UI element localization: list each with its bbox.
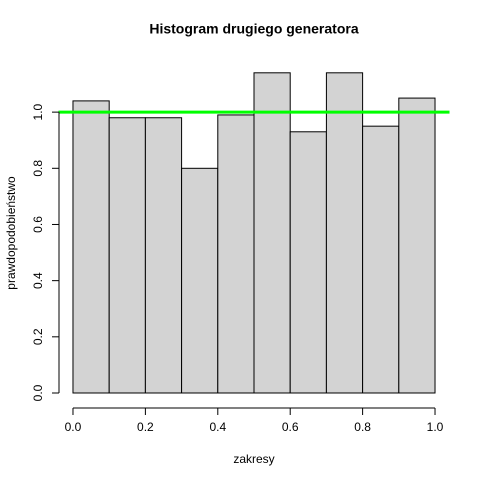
bar	[325, 72, 364, 394]
bar	[181, 167, 219, 394]
y-tick-label: 1.0	[31, 103, 45, 120]
y-tick-label: 0.8	[31, 160, 45, 177]
x-axis-label: zakresy	[233, 452, 274, 466]
x-tick-label: 1.0	[427, 420, 444, 434]
bar	[289, 131, 327, 394]
y-tick-label: 0.0	[31, 384, 45, 401]
y-tick-label: 0.2	[31, 328, 45, 345]
bar	[362, 125, 400, 394]
x-tick-label: 0.0	[65, 420, 82, 434]
bar	[253, 72, 291, 394]
x-tick-label: 0.4	[209, 420, 226, 434]
y-tick-label: 0.6	[31, 216, 45, 233]
x-tick-label: 0.8	[354, 420, 371, 434]
y-axis-label: prawdopodobieństwo	[4, 176, 18, 290]
chart-title: Histogram drugiego generatora	[149, 21, 358, 37]
bar	[108, 117, 146, 394]
bar	[217, 114, 255, 394]
bar	[72, 100, 110, 394]
y-tick-label: 0.4	[31, 272, 45, 289]
x-tick-label: 0.6	[282, 420, 299, 434]
bar	[144, 117, 183, 394]
x-tick-label: 0.2	[137, 420, 154, 434]
bar	[398, 97, 436, 394]
